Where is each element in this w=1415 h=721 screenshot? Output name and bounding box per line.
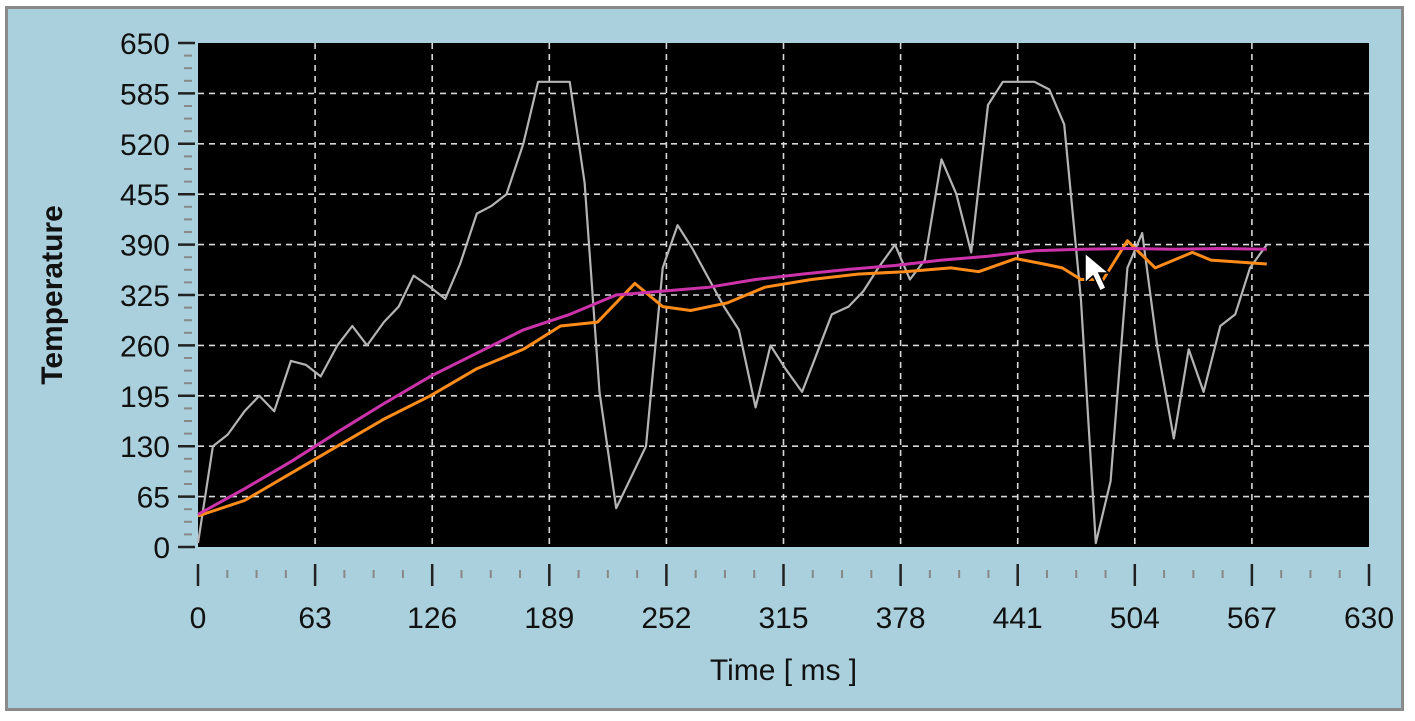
y-tick-label: 455: [120, 179, 170, 212]
x-tick-label: 441: [993, 602, 1043, 635]
mouse-pointer-icon: [1084, 251, 1112, 293]
series-line-1: [196, 80, 1268, 545]
grid: [198, 43, 1369, 547]
chart-window: 0 65 130 195 260 325 390 455 520 585 650 0 63 126 189…: [5, 6, 1404, 711]
x-tick-label: 630: [1344, 602, 1394, 635]
y-tick-label: 260: [120, 330, 170, 363]
y-axis: 0 65 130 195 260 325 390 455 520 585 650: [120, 28, 195, 565]
x-tick-label: 126: [407, 602, 457, 635]
x-tick-label: 189: [524, 602, 574, 635]
x-tick-label: 252: [641, 602, 691, 635]
y-axis-title: Temperature: [36, 205, 69, 385]
x-tick-label: 0: [190, 602, 207, 635]
y-tick-label: 390: [120, 230, 170, 263]
y-tick-label: 325: [120, 280, 170, 313]
y-tick-label: 585: [120, 78, 170, 111]
x-axis-title: Time [ ms ]: [710, 654, 857, 687]
x-tick-label: 63: [298, 602, 331, 635]
x-tick-label: 315: [758, 602, 808, 635]
y-tick-label: 195: [120, 381, 170, 414]
y-tick-label: 520: [120, 129, 170, 162]
x-tick-label: 378: [876, 602, 926, 635]
y-tick-label: 65: [137, 482, 170, 515]
y-tick-label: 0: [153, 532, 170, 565]
temperature-chart: 0 65 130 195 260 325 390 455 520 585 650 0 63 126 189…: [36, 28, 1394, 687]
y-tick-label: 650: [120, 28, 170, 61]
series-line-3: [197, 247, 1267, 516]
x-axis: 0 63 126 189 252 315 378 441 504 567 630: [190, 564, 1394, 635]
x-tick-label: 504: [1110, 602, 1160, 635]
x-tick-label: 567: [1227, 602, 1277, 635]
y-tick-label: 130: [120, 431, 170, 464]
